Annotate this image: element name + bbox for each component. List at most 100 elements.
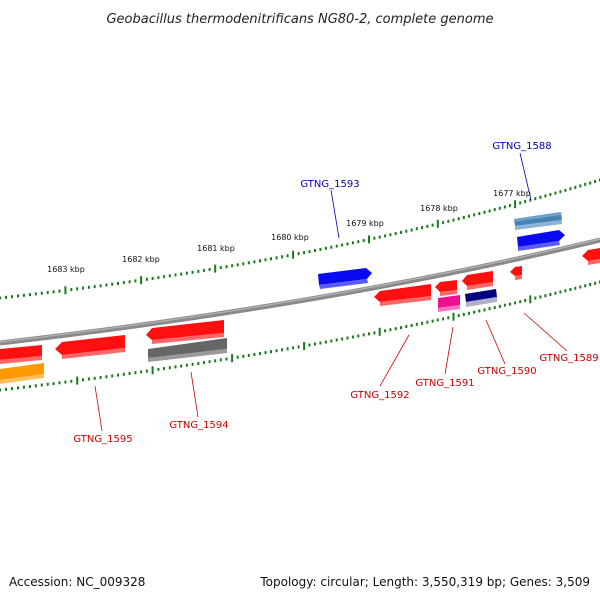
kbp-label-1681: 1681 kbp	[197, 244, 235, 253]
scale-reverse-minor-tick	[574, 286, 577, 290]
scale-reverse-minor-tick	[351, 335, 354, 339]
scale-forward-minor-tick	[462, 216, 465, 219]
scale-forward-minor-tick	[373, 236, 376, 240]
scale-reverse-minor-tick	[493, 306, 496, 310]
scale-reverse-minor-tick	[436, 318, 439, 322]
scale-forward-minor-tick	[259, 259, 261, 263]
gene-gtng-1588-lower[interactable]	[517, 230, 565, 251]
scale-reverse-minor-tick	[105, 375, 108, 379]
scale-reverse-minor-tick	[410, 324, 413, 327]
label-gtng-1595[interactable]: GTNG_1595	[73, 434, 132, 445]
scale-forward-minor-tick	[163, 275, 166, 279]
gene-gtng-1591-upper[interactable]	[435, 280, 457, 296]
scale-forward-minor-tick	[76, 287, 79, 291]
scale-reverse-minor-tick	[219, 358, 222, 362]
scale-reverse-minor-tick	[498, 304, 501, 308]
scale-reverse-minor-tick	[462, 312, 465, 316]
scale-forward-minor-tick	[93, 285, 96, 289]
gene-gtng-1593[interactable]	[318, 268, 372, 289]
scale-forward-minor-tick	[457, 217, 460, 221]
scale-reverse-minor-tick	[145, 369, 148, 373]
scale-forward-minor-tick	[554, 191, 557, 195]
scale-reverse-minor-tick	[168, 366, 171, 370]
gene-gtng-1595[interactable]	[55, 335, 125, 359]
scale-forward-major-tick	[64, 286, 67, 295]
gene-right-edge[interactable]	[582, 248, 600, 265]
scale-reverse-minor-tick	[426, 320, 429, 324]
gene-left-edge-red[interactable]	[0, 345, 42, 364]
gene-gtng-1591[interactable]	[438, 295, 460, 312]
scale-forward-minor-tick	[519, 201, 522, 205]
scale-reverse-minor-tick	[549, 293, 552, 296]
scale-reverse-minor-tick	[180, 364, 183, 368]
scale-forward-minor-tick	[219, 266, 222, 270]
label-gtng-1592[interactable]: GTNG_1592	[350, 390, 409, 401]
gene-left-edge-orange[interactable]	[0, 363, 44, 384]
gene-gtng-1592[interactable]	[374, 284, 431, 306]
scale-forward-minor-tick	[82, 286, 84, 290]
scale-forward-minor-tick	[202, 268, 205, 272]
scale-forward-minor-tick	[111, 282, 114, 286]
label-gtng-1588[interactable]: GTNG_1588	[492, 141, 551, 152]
scale-forward-minor-tick	[242, 262, 245, 266]
scale-forward-minor-tick	[174, 273, 177, 277]
scale-forward-minor-tick	[52, 290, 55, 294]
scale-reverse-minor-tick	[297, 345, 300, 349]
scale-forward-minor-tick	[384, 234, 387, 238]
scale-forward-minor-tick	[157, 276, 160, 280]
gene-gtng-1590-upper[interactable]	[462, 271, 493, 290]
scale-forward-minor-tick	[584, 182, 587, 186]
scale-reverse-minor-tick	[384, 329, 387, 333]
scale-reverse-minor-tick	[34, 384, 37, 388]
scale-reverse-minor-tick	[93, 376, 96, 380]
scale-forward-minor-tick	[442, 221, 445, 225]
gene-gtng-1589[interactable]	[510, 266, 522, 280]
scale-reverse-minor-tick	[157, 367, 160, 371]
gene-gtng-1594-upper[interactable]	[146, 320, 224, 344]
scale-reverse-minor-tick	[197, 362, 200, 365]
scale-forward-minor-tick	[319, 247, 322, 251]
scale-forward-minor-tick	[128, 280, 131, 284]
scale-forward-minor-tick	[341, 243, 344, 247]
gene-gtng-1590[interactable]	[465, 289, 497, 307]
label-gtng-1590[interactable]: GTNG_1590	[477, 366, 536, 377]
scale-reverse-minor-tick	[324, 340, 327, 344]
scale-forward-minor-tick	[281, 255, 284, 259]
kbp-label-1680: 1680 kbp	[271, 233, 309, 242]
topology-text: Topology: circular; Length: 3,550,319 bp…	[259, 575, 590, 589]
scale-forward-minor-tick	[378, 235, 381, 239]
label-gtng-1589[interactable]: GTNG_1589	[539, 353, 598, 364]
scale-reverse-minor-tick	[82, 378, 84, 382]
scale-reverse-minor-tick	[134, 371, 137, 375]
scale-forward-minor-tick	[549, 193, 552, 196]
label-gtng-1593[interactable]: GTNG_1593	[300, 179, 359, 190]
scale-forward-minor-tick	[264, 258, 267, 262]
scale-forward-minor-tick	[346, 242, 349, 246]
label-gtng-1591[interactable]: GTNG_1591	[415, 378, 474, 389]
scale-reverse-minor-tick	[468, 311, 470, 315]
scale-reverse-minor-tick	[389, 328, 392, 332]
scale-reverse-minor-tick	[447, 316, 450, 320]
scale-reverse-minor-tick	[400, 326, 402, 330]
scale-forward-minor-tick	[308, 250, 311, 254]
scale-reverse-minor-tick	[225, 357, 228, 361]
kbp-label-1678: 1678 kbp	[420, 204, 458, 213]
gene-gtng-1588-upper[interactable]	[514, 212, 562, 230]
leader-gtng-1590	[485, 319, 506, 365]
label-gtng-1594[interactable]: GTNG_1594	[169, 420, 228, 431]
kbp-label-1683: 1683 kbp	[47, 265, 85, 274]
scale-reverse-minor-tick	[122, 372, 125, 376]
scale-reverse-minor-tick	[308, 343, 311, 347]
gene-gtng-1594[interactable]	[148, 338, 227, 362]
kbp-label-1682: 1682 kbp	[122, 255, 160, 264]
scale-forward-minor-tick	[431, 223, 434, 227]
scale-forward-minor-tick	[87, 285, 90, 289]
scale-forward-minor-tick	[421, 226, 424, 229]
scale-forward-minor-tick	[151, 276, 154, 280]
scale-reverse-minor-tick	[292, 346, 295, 350]
scale-forward-minor-tick	[579, 184, 582, 188]
scale-forward-minor-tick	[564, 188, 567, 192]
scale-forward-minor-tick	[589, 181, 592, 185]
scale-forward-minor-tick	[534, 197, 537, 201]
scale-forward-minor-tick	[180, 272, 183, 276]
